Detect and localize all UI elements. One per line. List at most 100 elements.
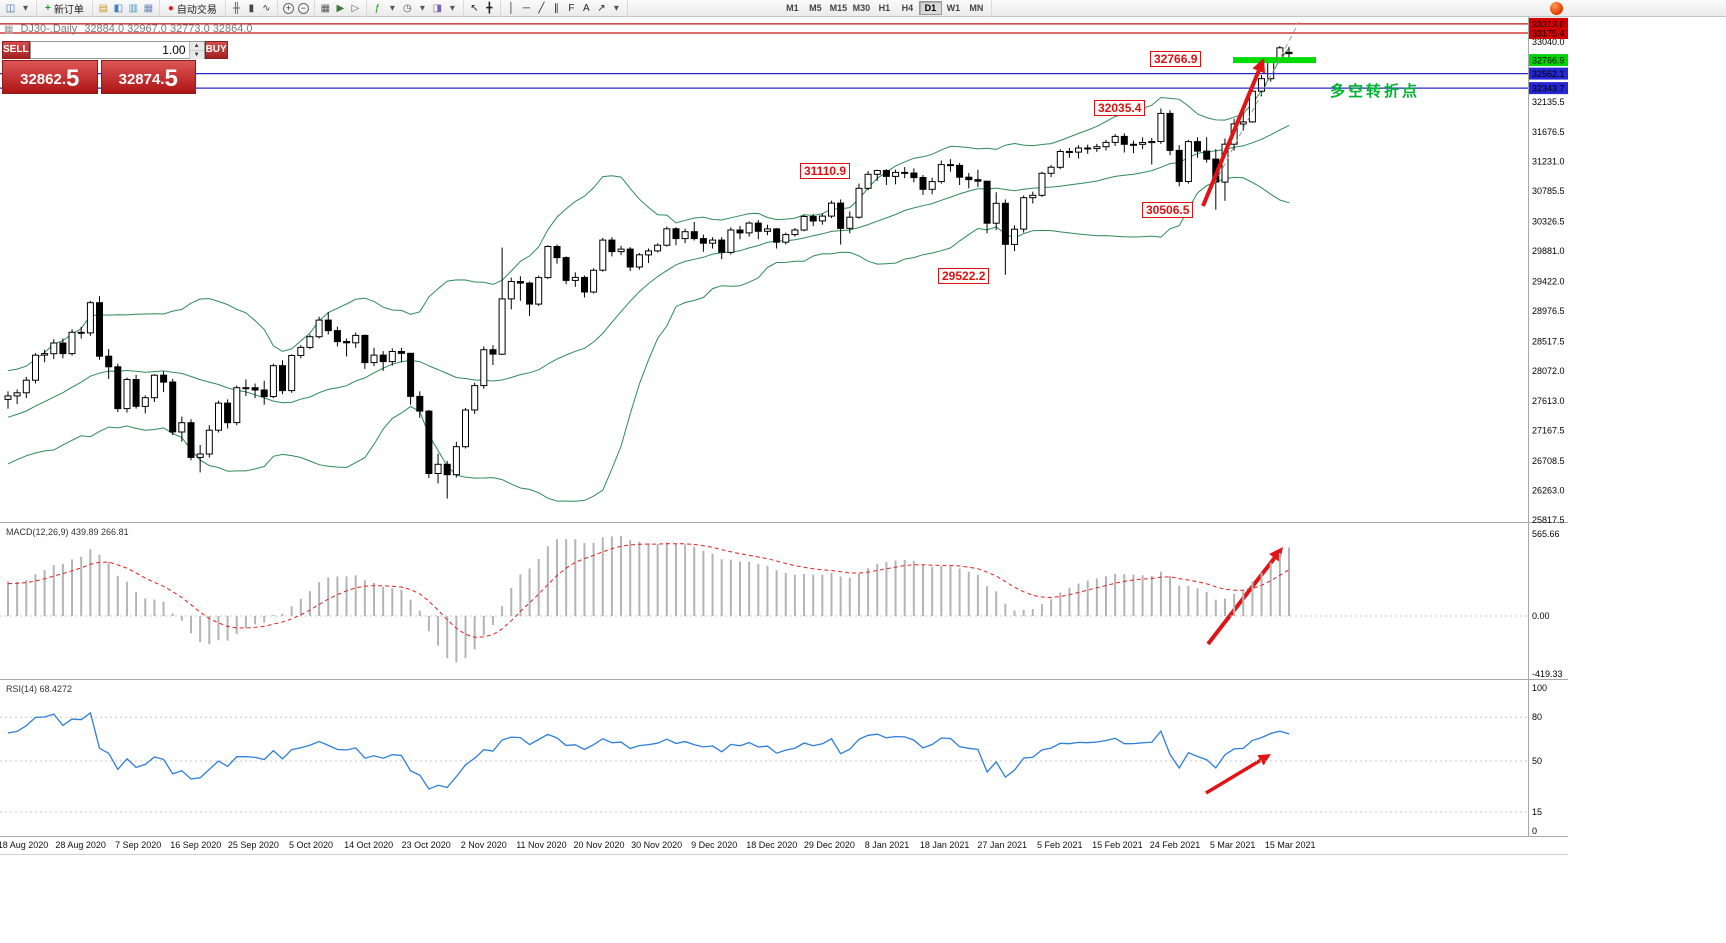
timeframe-M15[interactable]: M15	[827, 1, 850, 15]
toolbar-group-studies: ƒ ▾ ◷ ▾ ◨ ▾	[367, 0, 464, 17]
notification-icon[interactable]	[1550, 2, 1563, 15]
arrow-head	[1252, 58, 1265, 74]
text-icon[interactable]: A	[583, 2, 590, 14]
periods-icon[interactable]: ◷	[403, 2, 412, 14]
svg-text:0.00: 0.00	[1532, 611, 1550, 621]
volume-input-wrap: ▲ ▼	[29, 41, 205, 59]
rsi-label: RSI(14) 68.4272	[6, 684, 73, 694]
buy-price-frac: 5	[164, 65, 178, 92]
auto-scroll-icon[interactable]: ▶	[336, 2, 345, 14]
svg-text:33040.0: 33040.0	[1532, 37, 1565, 47]
svg-text:31676.5: 31676.5	[1532, 127, 1565, 137]
date-axis: 18 Aug 2020 28 Aug 2020 7 Sep 2020 16 Sep 2…	[0, 840, 1315, 850]
chart-objects[interactable]	[0, 21, 1528, 795]
svg-text:15: 15	[1532, 807, 1542, 817]
svg-text:2 Nov 2020: 2 Nov 2020	[461, 840, 507, 850]
trendline-object	[1205, 21, 1300, 201]
sell-button[interactable]: SELL	[2, 41, 30, 59]
chart-window-dropdown-icon[interactable]: ▾	[22, 2, 29, 14]
svg-text:27 Jan 2021: 27 Jan 2021	[977, 840, 1027, 850]
timeframe-M1[interactable]: M1	[781, 1, 804, 15]
horizontal-line-icon[interactable]: ─	[522, 2, 530, 14]
channel-icon[interactable]: ∥	[553, 2, 559, 14]
templates-dropdown-icon[interactable]: ▾	[449, 2, 455, 14]
svg-text:14 Oct 2020: 14 Oct 2020	[344, 840, 393, 850]
bollinger-bands	[7, 47, 1290, 502]
shapes-dropdown-icon[interactable]: ▾	[613, 2, 619, 14]
svg-text:27167.5: 27167.5	[1532, 426, 1565, 436]
tile-windows-icon[interactable]: ▦	[320, 2, 331, 14]
timeframe-M5[interactable]: M5	[804, 1, 827, 15]
svg-text:18 Aug 2020: 18 Aug 2020	[0, 840, 48, 850]
timeframe-H4[interactable]: H4	[896, 1, 919, 15]
candlestick-chart-icon[interactable]: ▮	[248, 2, 255, 14]
arrow-head	[1257, 754, 1271, 766]
terminal-icon[interactable]: ▦	[143, 2, 154, 14]
svg-text:32562.1: 32562.1	[1532, 69, 1565, 79]
svg-text:5 Mar 2021: 5 Mar 2021	[1210, 840, 1256, 850]
trendline-icon[interactable]: ╱	[538, 2, 545, 14]
svg-text:5 Feb 2021: 5 Feb 2021	[1037, 840, 1083, 850]
vertical-line-icon[interactable]: │	[508, 2, 515, 14]
price-flag: 31110.9	[800, 163, 851, 179]
volume-input[interactable]	[30, 42, 189, 58]
macd-panel	[0, 536, 1528, 663]
zoom-out-icon[interactable]: −	[297, 2, 309, 14]
indicators-dropdown-icon[interactable]: ▾	[389, 2, 395, 14]
svg-text:33313.0: 33313.0	[1532, 19, 1565, 29]
auto-trading-button[interactable]: ● 自动交易	[163, 1, 222, 16]
chart-mini-icon: ▦	[4, 23, 14, 35]
market-watch-icon[interactable]: ▤	[98, 2, 109, 14]
timeframe-M30[interactable]: M30	[850, 1, 873, 15]
candles	[4, 46, 1293, 499]
svg-text:-419.33: -419.33	[1532, 669, 1563, 679]
buy-button[interactable]: BUY	[204, 41, 228, 59]
new-order-button[interactable]: + 新订单	[40, 1, 89, 16]
line-chart-icon[interactable]: ∿	[262, 2, 271, 14]
auto-trading-button-label: 自动交易	[176, 4, 217, 16]
timeframe-MN[interactable]: MN	[965, 1, 988, 15]
fibonacci-icon[interactable]: F	[568, 2, 575, 14]
price-flag: 32035.4	[1094, 100, 1146, 116]
arrows-tool-icon[interactable]: ↗	[597, 2, 606, 14]
volume-decrease-icon[interactable]: ▼	[189, 51, 204, 59]
bar-chart-icon[interactable]: ╫	[232, 2, 240, 14]
navigator-icon[interactable]: ▥	[128, 2, 139, 14]
crosshair-icon[interactable]: ╋	[486, 2, 493, 14]
zoom-in-icon[interactable]: +	[282, 2, 294, 14]
templates-icon[interactable]: ◨	[432, 2, 443, 14]
svg-text:20 Nov 2020: 20 Nov 2020	[573, 840, 624, 850]
chart-window-icon[interactable]: ◫	[5, 2, 16, 14]
axis-price-badge	[1529, 82, 1568, 95]
chart-symbol-period: DJ30-,Daily	[20, 23, 78, 35]
svg-text:18 Dec 2020: 18 Dec 2020	[746, 840, 797, 850]
svg-text:28 Aug 2020: 28 Aug 2020	[55, 840, 106, 850]
svg-text:7 Sep 2020: 7 Sep 2020	[115, 840, 161, 850]
timeframe-H1[interactable]: H1	[873, 1, 896, 15]
price-chart[interactable]: 33040.0 32135.5 31676.5 31231.0 30785.5 30326…	[0, 17, 1568, 855]
timeframe-D1[interactable]: D1	[918, 1, 942, 15]
svg-text:30785.5: 30785.5	[1532, 186, 1565, 196]
volume-increase-icon[interactable]: ▲	[189, 42, 204, 51]
svg-text:5 Oct 2020: 5 Oct 2020	[289, 840, 333, 850]
svg-text:16 Sep 2020: 16 Sep 2020	[170, 840, 221, 850]
toolbar: ◫ ▾ + 新订单 ▤ ◧ ▥ ▦ ● 自动交易 ╫ ▮ ∿ + − ▦ ▶ ▷ ƒ ▾ ◷ ▾ ◨ ▾ ↖ ╋ │ ─ ╱ ∥ F A ↗ ▾ M…	[0, 0, 1726, 17]
axis-price-badge	[1529, 27, 1568, 39]
buy-price-main: 32874.	[118, 71, 165, 88]
toolbar-group-timeframes: M1 M5 M15 M30 H1 H4 D1 W1 MN	[778, 0, 992, 17]
toolbar-group-panels: ▤ ◧ ▥ ▦	[93, 0, 160, 17]
periods-dropdown-icon[interactable]: ▾	[419, 2, 425, 14]
chart-shift-icon[interactable]: ▷	[351, 2, 360, 14]
indicators-icon[interactable]: ƒ	[374, 2, 381, 14]
data-window-icon[interactable]: ◧	[113, 2, 124, 14]
price-flag: 32766.9	[1150, 51, 1202, 67]
svg-text:29881.0: 29881.0	[1532, 246, 1565, 256]
svg-text:32343.7: 32343.7	[1532, 84, 1565, 94]
svg-text:32766.9: 32766.9	[1532, 56, 1565, 66]
svg-text:15 Mar 2021: 15 Mar 2021	[1265, 840, 1316, 850]
buy-price[interactable]: 32874. 5	[100, 60, 196, 94]
sell-price-frac: 5	[66, 65, 80, 92]
sell-price[interactable]: 32862. 5	[2, 60, 98, 94]
cursor-icon[interactable]: ↖	[470, 2, 479, 14]
timeframe-W1[interactable]: W1	[942, 1, 965, 15]
